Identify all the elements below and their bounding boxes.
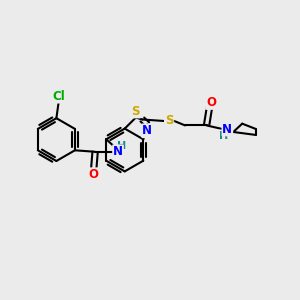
Text: H: H [117,141,127,152]
Text: O: O [206,96,216,109]
Text: O: O [88,168,99,181]
Text: H: H [219,130,228,140]
Text: S: S [165,115,173,128]
Text: Cl: Cl [52,90,65,103]
Text: N: N [222,122,233,136]
Text: N: N [113,145,123,158]
Text: N: N [142,124,152,137]
Text: S: S [131,105,140,118]
